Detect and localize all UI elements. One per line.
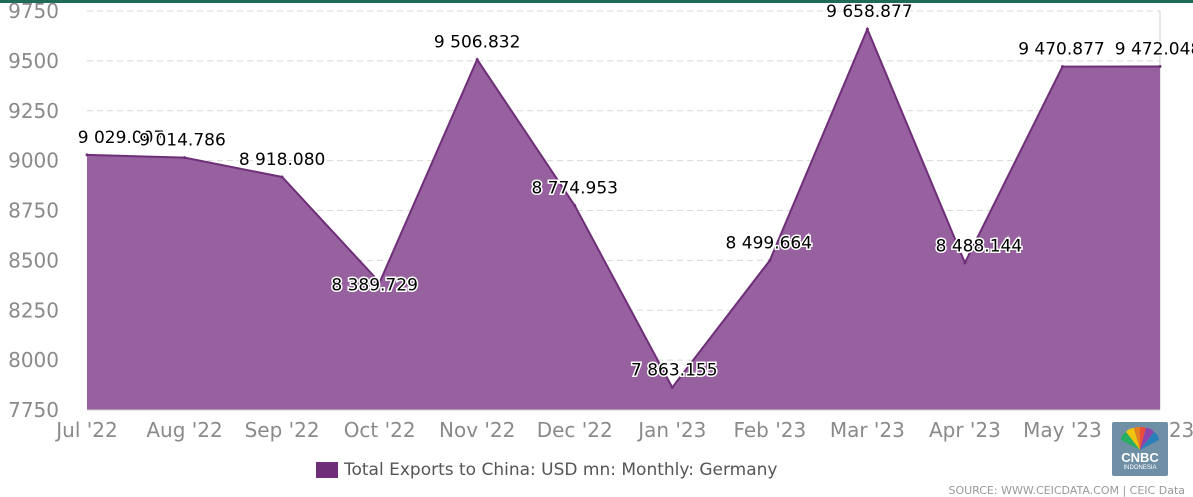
x-tick-label: Nov '22 xyxy=(439,418,515,442)
y-axis: 7750 8000 8250 8500 8750 9000 9250 9500 9750 xyxy=(8,0,59,422)
legend-label: Total Exports to China: USD mn: Monthly:… xyxy=(344,460,778,480)
legend[interactable]: Total Exports to China: USD mn: Monthly:… xyxy=(316,460,777,480)
data-point[interactable] xyxy=(85,153,89,157)
x-tick-label: Aug '22 xyxy=(146,418,222,442)
peacock-icon xyxy=(1121,426,1159,450)
data-point[interactable] xyxy=(670,385,674,389)
logo-text: CNBC xyxy=(1121,450,1159,465)
x-tick-label: May '23 xyxy=(1023,418,1102,442)
data-label: 9 658.877 xyxy=(826,2,913,22)
y-tick-label: 9500 xyxy=(8,49,59,73)
data-point[interactable] xyxy=(1158,64,1162,68)
data-label: 7 863.155 xyxy=(631,360,718,380)
data-label: 9 029.007 xyxy=(78,128,165,148)
data-point[interactable] xyxy=(475,58,479,62)
cnbc-indonesia-logo: CNBC INDONESIA xyxy=(1112,422,1168,476)
legend-swatch xyxy=(316,462,338,478)
y-tick-label: 9750 xyxy=(8,0,59,23)
logo-subtext: INDONESIA xyxy=(1123,465,1157,471)
data-label: 8 488.144 xyxy=(936,237,1023,257)
data-point[interactable] xyxy=(865,27,869,31)
y-tick-label: 8250 xyxy=(8,298,59,322)
x-tick-label: Feb '23 xyxy=(733,418,806,442)
series-area-fill xyxy=(87,29,1160,410)
series-area xyxy=(85,26,1162,410)
y-tick-label: 8750 xyxy=(8,199,59,223)
data-label: 8 774.953 xyxy=(531,179,618,199)
x-tick-label: Jul '22 xyxy=(54,418,117,442)
x-tick-label: Sep '22 xyxy=(245,418,320,442)
x-tick-label: Jan '23 xyxy=(636,418,706,442)
data-point[interactable] xyxy=(378,280,382,284)
y-tick-label: 7750 xyxy=(8,398,59,422)
data-label: 8 918.080 xyxy=(239,150,326,170)
series-line xyxy=(86,26,1161,390)
x-tick-label: Dec '22 xyxy=(537,418,613,442)
x-axis: Jul '22 Aug '22 Sep '22 Oct '22 Nov '22 Dec '… xyxy=(54,409,1193,442)
data-point[interactable] xyxy=(768,258,772,262)
y-tick-label: 9000 xyxy=(8,149,59,173)
source-note: SOURCE: WWW.CEICDATA.COM | CEIC Data xyxy=(948,484,1185,497)
data-label: 9 470.877 xyxy=(1018,40,1105,60)
data-label: 8 389.729 xyxy=(331,275,418,295)
data-point[interactable] xyxy=(1060,65,1064,69)
data-point[interactable] xyxy=(183,156,187,160)
data-point[interactable] xyxy=(963,261,967,265)
data-label: 9 472.048 xyxy=(1115,39,1193,59)
data-point[interactable] xyxy=(280,175,284,179)
top-border xyxy=(0,0,1193,3)
data-label: 9 014.786 xyxy=(139,131,226,151)
x-tick-label: Oct '22 xyxy=(344,418,416,442)
y-tick-label: 8500 xyxy=(8,248,59,272)
data-label: 9 506.832 xyxy=(434,33,521,53)
y-tick-label: 8000 xyxy=(8,348,59,372)
x-tick-label: Apr '23 xyxy=(929,418,1001,442)
area-chart: 7750 8000 8250 8500 8750 9000 9250 9500 9750 Jul… xyxy=(8,0,1193,442)
data-label: 8 499.664 xyxy=(726,233,813,253)
data-point[interactable] xyxy=(573,204,577,208)
y-tick-label: 9250 xyxy=(8,99,59,123)
x-tick-label: Mar '23 xyxy=(830,418,905,442)
